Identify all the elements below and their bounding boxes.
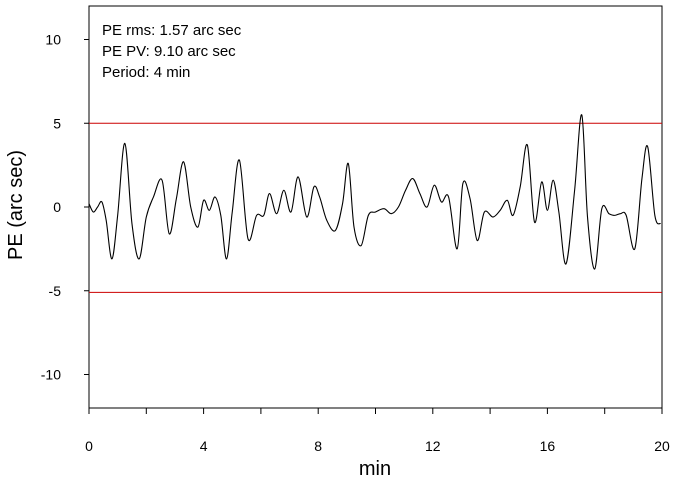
y-tick-label-4: -10 [41, 367, 61, 383]
x-tick-label-2: 8 [314, 438, 322, 454]
annotations-box: PE rms: 1.57 arc sec PE PV: 9.10 arc sec… [102, 22, 242, 81]
y-tick-label-1: 5 [53, 115, 61, 131]
y-axis-label: PE (arc sec) [5, 150, 27, 260]
x-axis-label: min [359, 458, 391, 480]
x-tick-label-0: 0 [85, 438, 93, 454]
series-line-0 [88, 114, 662, 270]
x-tick-label-3: 12 [425, 438, 441, 454]
x-tick-label-1: 4 [200, 438, 208, 454]
annotation-period: Period: 4 min [102, 64, 190, 81]
y-axis-ticks: 10 5 0 -5 -10 [41, 32, 89, 383]
x-tick-label-5: 20 [654, 438, 670, 454]
reference-lines [89, 122, 662, 293]
plot-frame [88, 5, 663, 409]
series-layer [88, 114, 662, 270]
y-tick-label-3: -5 [49, 283, 62, 299]
annotation-pe-rms: PE rms: 1.57 arc sec [102, 22, 242, 39]
plot-area-group: 0 4 8 12 16 20 10 5 0 -5 -10 [41, 5, 670, 454]
y-tick-label-0: 10 [45, 32, 61, 48]
x-tick-label-4: 16 [540, 438, 556, 454]
x-axis-ticks: 0 4 8 12 16 20 [85, 408, 670, 454]
annotation-pe-pv: PE PV: 9.10 arc sec [102, 43, 236, 60]
y-tick-label-2: 0 [53, 199, 61, 215]
